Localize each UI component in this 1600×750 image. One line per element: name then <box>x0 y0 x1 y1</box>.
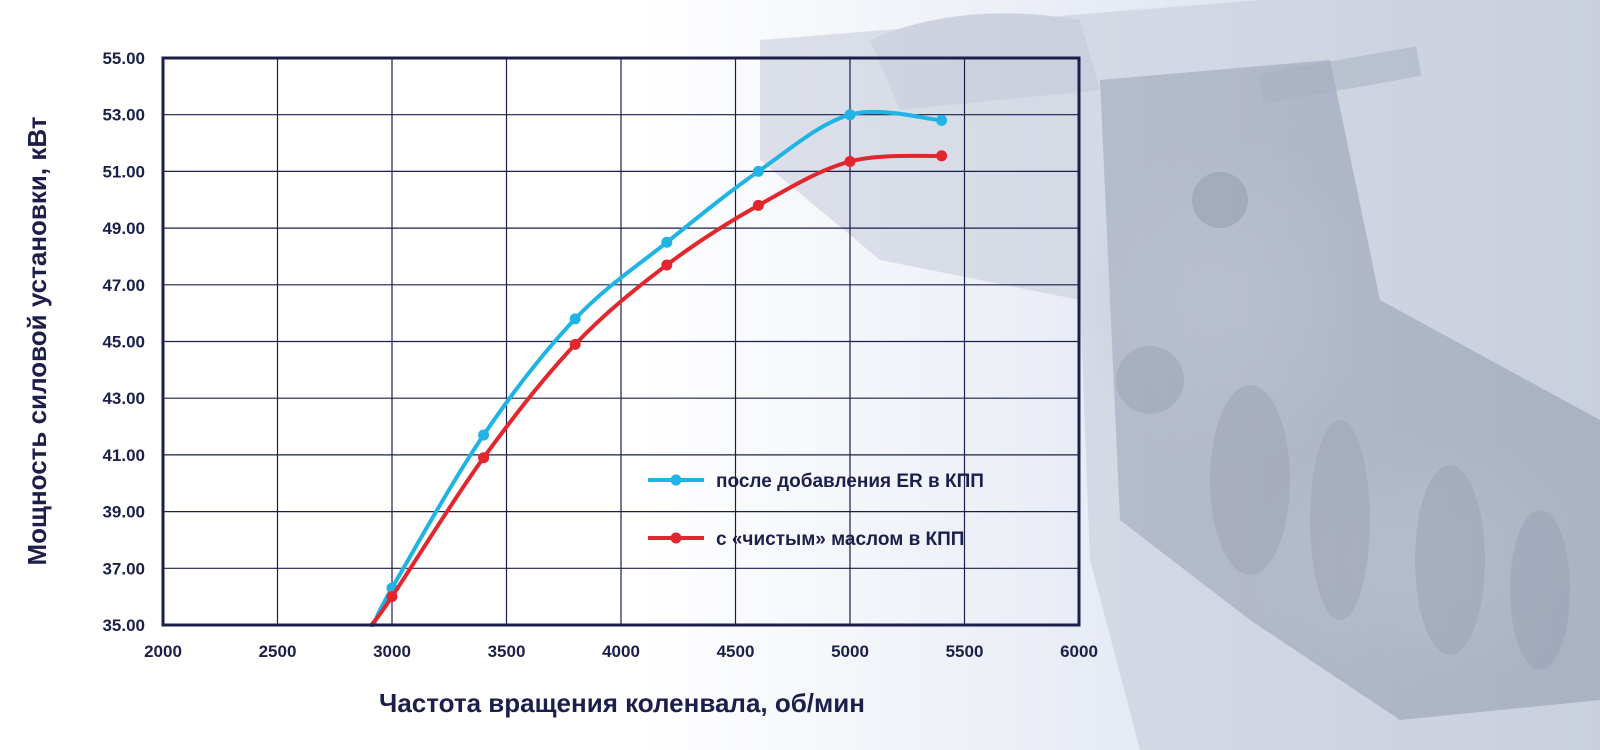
legend-label-clean-oil: с «чистым» маслом в КПП <box>716 529 964 550</box>
x-tick-label: 5500 <box>946 642 984 661</box>
data-point-clean-oil <box>844 155 856 167</box>
x-tick-label: 2000 <box>144 642 182 661</box>
y-tick-label: 45.00 <box>102 333 145 352</box>
x-tick-label: 3500 <box>488 642 526 661</box>
axis-ticks: 2000 2500 3000 3500 4000 4500 5000 5500 6000 35.0… <box>102 49 1097 661</box>
y-tick-label: 51.00 <box>102 162 145 181</box>
data-point-er <box>661 236 673 248</box>
series-line-clean-oil <box>369 153 944 627</box>
legend-marker-er <box>670 474 682 486</box>
plot-frame <box>161 56 1081 627</box>
data-point-clean-oil <box>936 150 948 162</box>
data-point-clean-oil <box>386 591 398 603</box>
series-line-er <box>371 109 944 627</box>
x-tick-label: 3000 <box>373 642 411 661</box>
x-tick-label: 5000 <box>831 642 869 661</box>
legend-marker-clean-oil <box>670 532 682 544</box>
data-point-er <box>478 429 490 441</box>
y-tick-label: 35.00 <box>102 616 145 635</box>
x-tick-label: 4500 <box>717 642 755 661</box>
y-tick-label: 41.00 <box>102 446 145 465</box>
data-point-er <box>569 313 581 325</box>
y-tick-label: 47.00 <box>102 276 145 295</box>
data-point-er <box>844 109 856 121</box>
data-point-er <box>752 165 764 177</box>
x-tick-label: 4000 <box>602 642 640 661</box>
legend-item-clean-oil: с «чистым» маслом в КПП <box>648 529 964 550</box>
y-tick-label: 37.00 <box>102 559 145 578</box>
legend-label-er: после добавления ER в КПП <box>716 471 984 492</box>
y-tick-label: 43.00 <box>102 389 145 408</box>
y-tick-label: 39.00 <box>102 503 145 522</box>
x-tick-label: 6000 <box>1060 642 1098 661</box>
legend: после добавления ER в КПП с «чистым» мас… <box>648 471 984 550</box>
y-tick-label: 55.00 <box>102 49 145 68</box>
legend-item-er: после добавления ER в КПП <box>648 471 984 492</box>
data-point-er <box>936 114 948 126</box>
x-tick-label: 2500 <box>259 642 297 661</box>
data-point-clean-oil <box>569 338 581 350</box>
x-axis-title: Частота вращения коленвала, об/мин <box>379 688 865 718</box>
y-tick-label: 49.00 <box>102 219 145 238</box>
y-tick-label: 53.00 <box>102 106 145 125</box>
data-point-clean-oil <box>661 259 673 271</box>
series-lines <box>369 109 948 627</box>
data-point-clean-oil <box>478 452 490 464</box>
y-axis-title: Мощность силовой установки, кВт <box>22 116 52 565</box>
data-point-clean-oil <box>752 199 764 211</box>
grid <box>163 58 1079 625</box>
